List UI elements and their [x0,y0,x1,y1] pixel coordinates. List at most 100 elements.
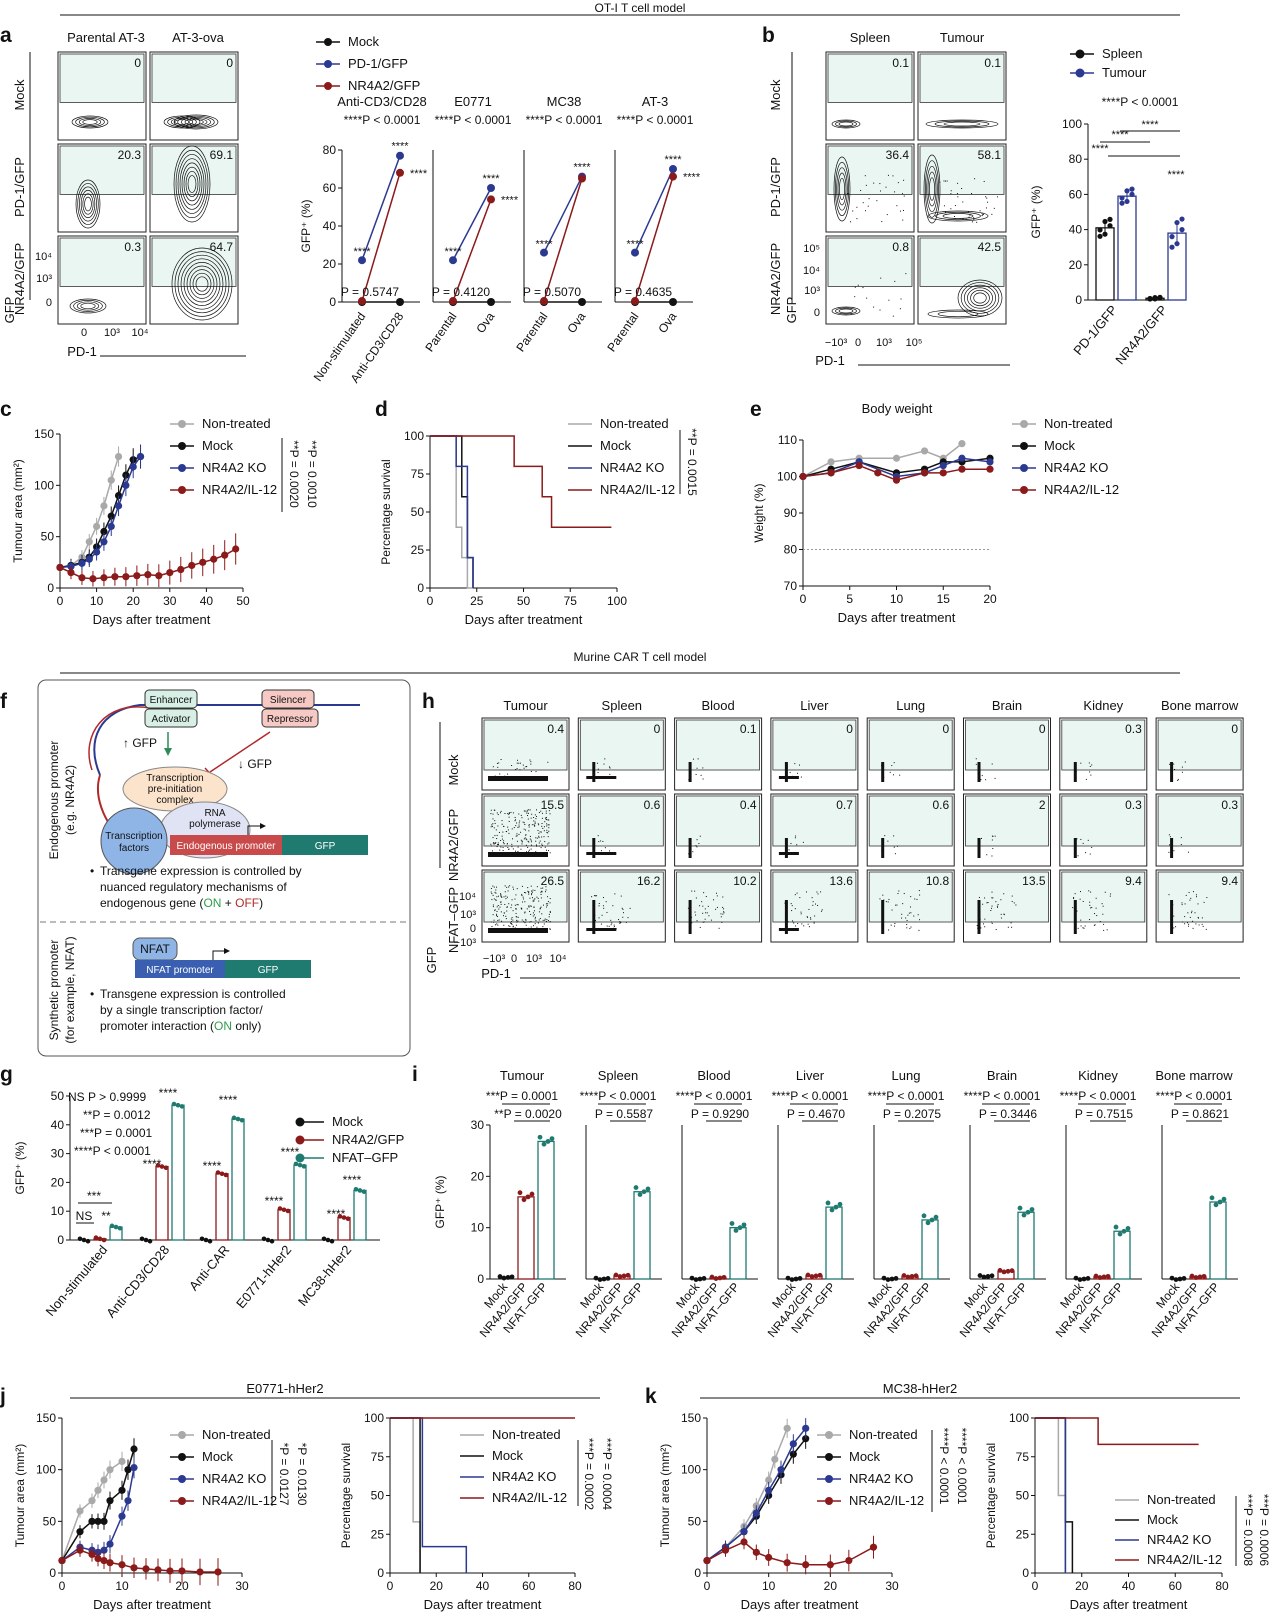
data-point [939,461,947,470]
event-dot [506,910,508,912]
event-dot [802,841,804,843]
event-dot [524,824,526,826]
y-tick-label: 100 [681,1463,701,1477]
event-band [1170,838,1174,858]
event-dot [549,852,551,854]
y-tick-label: 60 [1069,187,1083,201]
x-tick-label: 30 [163,594,177,608]
event-dot [704,908,706,910]
event-dot [545,812,547,814]
event-dot [612,905,614,907]
event-dot [795,835,797,837]
event-dot [496,834,498,836]
flow-gate [868,719,953,771]
flow-contour [174,119,190,125]
event-dot [865,210,867,212]
event-dot [504,885,506,887]
flow-contour [924,160,940,218]
event-dot [515,769,517,771]
flow-contour [837,172,847,206]
legend-marker [825,1453,833,1461]
gfp-up-label: ↑ GFP [123,736,157,750]
replicate-point [521,1197,527,1203]
event-dot [1110,893,1112,895]
event-dot [1203,901,1205,903]
legend-label: Mock [332,1114,364,1129]
stat-stars: *** [87,1189,101,1203]
bar [155,1165,169,1241]
event-dot [537,922,539,924]
event-dot [1085,778,1087,780]
y-tick-label: 20 [51,1175,65,1189]
y-axis-label: Tumour area (mm²) [13,1444,27,1548]
event-dot [507,813,509,815]
replicate-point [1174,241,1180,247]
event-dot [956,193,958,195]
event-dot [538,900,540,902]
bar [537,1140,555,1280]
event-dot [546,904,548,906]
event-dot [614,893,616,895]
flow-contour [173,145,211,223]
stat-stars: **** [626,239,644,251]
replicate-point [797,1276,803,1281]
legend-marker [825,1497,833,1505]
event-dot [702,767,704,769]
replicate-point [81,1237,87,1243]
event-dot [503,843,505,845]
replicate-point [353,1186,359,1192]
replicate-point [293,1161,299,1167]
legend-marker [324,38,332,46]
event-dot [991,897,993,899]
legend-label: Non-treated [1044,416,1113,431]
event-dot [803,925,805,927]
event-dot [852,210,854,212]
event-dot [881,853,883,855]
legend-label: NR4A2/IL-12 [202,482,277,497]
event-dot [627,917,629,919]
event-dot [519,762,521,764]
event-dot [991,835,993,837]
replicate-point [721,1274,727,1280]
event-dot [799,897,801,899]
flow-contour [181,162,203,206]
event-dot [499,812,501,814]
replicate-point [231,1115,237,1121]
chart-title: Body weight [862,401,933,416]
legend-marker [324,82,332,90]
replicate-point [1021,1212,1027,1218]
event-dot [520,814,522,816]
event-dot [903,892,905,894]
event-dot [790,903,792,905]
event-dot [603,897,605,899]
replicate-point [825,1200,831,1206]
event-dot [508,816,510,818]
flow-column-label: Tumour [503,698,548,713]
event-dot [716,895,718,897]
event-dot [511,923,513,925]
event-dot [618,919,620,921]
event-dot [508,812,510,814]
flow-column-label: Spleen [850,30,890,45]
event-dot [517,920,519,922]
y-tick-label: 10 [471,1221,485,1235]
event-dot [499,849,501,851]
x-tick-label: 0 [59,1579,66,1593]
event-dot [519,769,521,771]
flow-x-tick: 0 [855,337,861,349]
flow-contour [73,300,103,312]
event-band [488,776,548,781]
event-dot [526,839,528,841]
stat-stars: **** [391,141,409,153]
event-dot [1188,851,1190,853]
event-dot [533,925,535,927]
event-dot [594,895,596,897]
flow-gate [772,795,857,847]
data-point [111,573,119,581]
event-dot [528,905,530,907]
event-dot [1201,917,1203,919]
data-point [106,1466,114,1474]
event-dot [892,774,894,776]
y-tick-label: 80 [323,143,337,157]
event-dot [910,912,912,914]
